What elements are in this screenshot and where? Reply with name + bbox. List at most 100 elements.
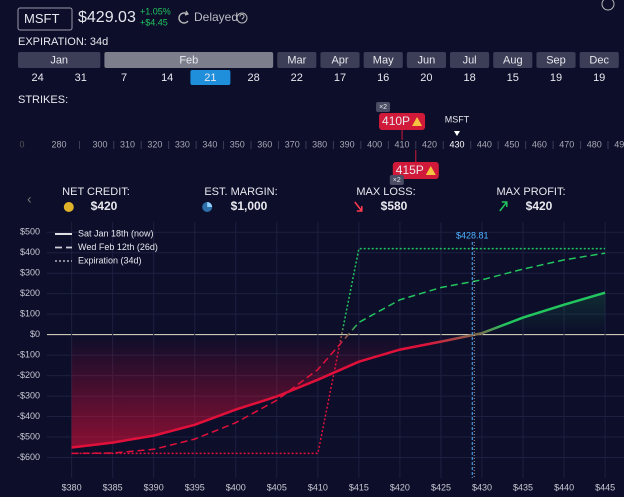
qty-badge: [389, 175, 404, 185]
day-label[interactable]: 24: [31, 72, 43, 84]
day-label[interactable]: 31: [75, 72, 87, 84]
month-tab[interactable]: [277, 52, 317, 68]
coin-icon: [63, 202, 74, 212]
expiration-label: EXPIRATION: 34d: [18, 36, 108, 48]
strike-tick-label[interactable]: 340: [202, 139, 217, 149]
y-tick-label: -$400: [17, 411, 40, 421]
help-icon[interactable]: [236, 12, 248, 24]
day-label[interactable]: 14: [161, 72, 173, 84]
strike-tick-label[interactable]: 480: [587, 139, 602, 149]
month-tab[interactable]: [493, 52, 533, 68]
month-label: Dec: [589, 54, 609, 66]
pl-line: [71, 291, 606, 449]
strike-tick-label[interactable]: 440: [477, 139, 492, 149]
change-pct: +1.05%: [140, 6, 171, 16]
y-tick-label: $300: [20, 268, 40, 278]
day-label[interactable]: 7: [121, 72, 127, 84]
pie-slice: [207, 202, 213, 207]
x-tick-label: $415: [349, 482, 369, 492]
month-label: Sep: [546, 54, 566, 66]
month-label: Apr: [331, 54, 348, 66]
day-label[interactable]: 19: [550, 72, 562, 84]
y-tick-label: -$500: [17, 431, 40, 441]
change-abs: +$4.45: [140, 17, 168, 27]
x-tick-label: $440: [554, 482, 574, 492]
strike-tick-label[interactable]: 350: [230, 139, 245, 149]
current-marker: [453, 131, 460, 136]
month-label: Mar: [287, 54, 306, 66]
strike-tick-label[interactable]: 420: [422, 139, 437, 149]
month-label: Feb: [179, 54, 198, 66]
x-tick-label: $390: [144, 482, 164, 492]
y-tick-label: -$100: [17, 349, 40, 359]
x-tick-label: $410: [308, 482, 328, 492]
refresh-icon[interactable]: [178, 12, 189, 24]
leg-qty: ×2: [393, 177, 401, 184]
symbol-input[interactable]: [17, 7, 73, 31]
price-label: $428.81: [456, 230, 489, 240]
warning-icon: [425, 166, 436, 175]
symbol: MSFT: [24, 11, 59, 26]
strike-tick-label[interactable]: 450: [504, 139, 519, 149]
day-label[interactable]: 15: [507, 72, 519, 84]
x-tick-label: $395: [185, 482, 205, 492]
strike-tick-label[interactable]: 370: [285, 139, 300, 149]
day-label[interactable]: 28: [247, 72, 259, 84]
day-label[interactable]: 16: [377, 72, 389, 84]
y-tick-label: $100: [20, 309, 40, 319]
strike-tick-label[interactable]: 330: [175, 139, 190, 149]
month-tab[interactable]: [363, 52, 403, 68]
strike-tick-label[interactable]: 380: [312, 139, 327, 149]
month-tab[interactable]: [536, 52, 576, 68]
day-label[interactable]: 21: [204, 72, 216, 84]
close-icon[interactable]: [601, 0, 615, 11]
x-tick-label: $420: [390, 482, 410, 492]
warning-icon: [412, 117, 423, 126]
strikes-label: STRIKES:: [18, 94, 68, 106]
month-label: Jul: [463, 54, 477, 66]
strike-tick-label[interactable]: 400: [367, 139, 382, 149]
month-tab[interactable]: [104, 52, 274, 68]
day-label[interactable]: 17: [334, 72, 346, 84]
y-tick-label: -$300: [17, 390, 40, 400]
month-tab[interactable]: [320, 52, 360, 68]
strike-tick-label[interactable]: 360: [257, 139, 272, 149]
qty-badge: [376, 102, 391, 112]
x-tick-label: $435: [513, 482, 533, 492]
strike-tick-label[interactable]: 280: [51, 139, 66, 149]
day-label[interactable]: 18: [463, 72, 475, 84]
selected-day[interactable]: [190, 70, 231, 85]
strike-tick-label[interactable]: 320: [147, 139, 162, 149]
prev-button[interactable]: ‹: [27, 191, 32, 207]
month-tab[interactable]: [406, 52, 446, 68]
strike-tick-label[interactable]: 310: [120, 139, 135, 149]
strike-tick-label[interactable]: 430: [449, 139, 464, 149]
strike-tick-label[interactable]: 470: [559, 139, 574, 149]
day-label[interactable]: 20: [420, 72, 432, 84]
strike-tick-label[interactable]: 390: [340, 139, 355, 149]
y-tick-label: $200: [20, 288, 40, 298]
month-tab[interactable]: [450, 52, 490, 68]
x-tick-label: $430: [472, 482, 492, 492]
strike-tick-label[interactable]: 490: [614, 139, 624, 149]
leg-label: 410P: [382, 114, 410, 128]
strike-tick-label[interactable]: 300: [92, 139, 107, 149]
legend-label: Expiration (34d): [78, 255, 142, 265]
leg-qty: ×2: [379, 104, 387, 111]
month-label: May: [373, 54, 394, 66]
stat-label: MAX PROFIT:: [496, 186, 565, 198]
stat-value: $580: [381, 199, 408, 213]
y-tick-label: $0: [30, 329, 40, 339]
month-tab[interactable]: [18, 52, 101, 68]
day-label[interactable]: 22: [291, 72, 303, 84]
day-label[interactable]: 19: [593, 72, 605, 84]
stat-label: MAX LOSS:: [356, 186, 415, 198]
month-tab[interactable]: [579, 52, 619, 68]
strike-tick-label[interactable]: 410: [395, 139, 410, 149]
loss-arrow: [354, 201, 363, 212]
strike-tick-label[interactable]: 460: [532, 139, 547, 149]
y-tick-label: $500: [20, 227, 40, 237]
stat-value: $420: [91, 199, 118, 213]
